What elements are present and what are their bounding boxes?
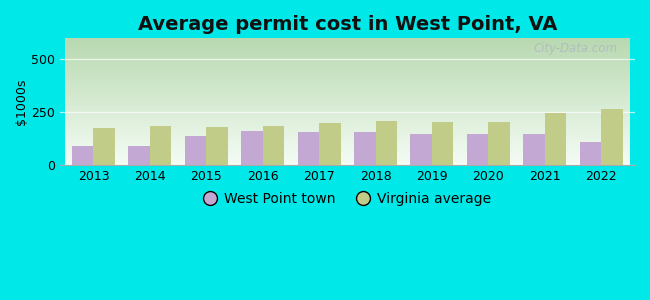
Bar [298,132,319,165]
Bar [411,134,432,165]
Bar [376,121,397,165]
Y-axis label: $1000s: $1000s [15,78,28,125]
Bar [523,134,545,165]
Bar [206,127,228,165]
Bar [185,136,206,165]
Bar [545,113,566,165]
Bar [263,126,284,165]
Bar [72,146,94,165]
Bar [580,142,601,165]
Bar [432,122,453,165]
Bar [241,131,263,165]
Bar [488,122,510,165]
Bar [467,134,488,165]
Bar [150,126,172,165]
Text: City-Data.com: City-Data.com [534,42,618,55]
Title: Average permit cost in West Point, VA: Average permit cost in West Point, VA [138,15,557,34]
Bar [319,123,341,165]
Bar [601,109,623,165]
Bar [129,146,150,165]
Bar [354,132,376,165]
Legend: West Point town, Virginia average: West Point town, Virginia average [198,186,497,211]
Bar [94,128,115,165]
